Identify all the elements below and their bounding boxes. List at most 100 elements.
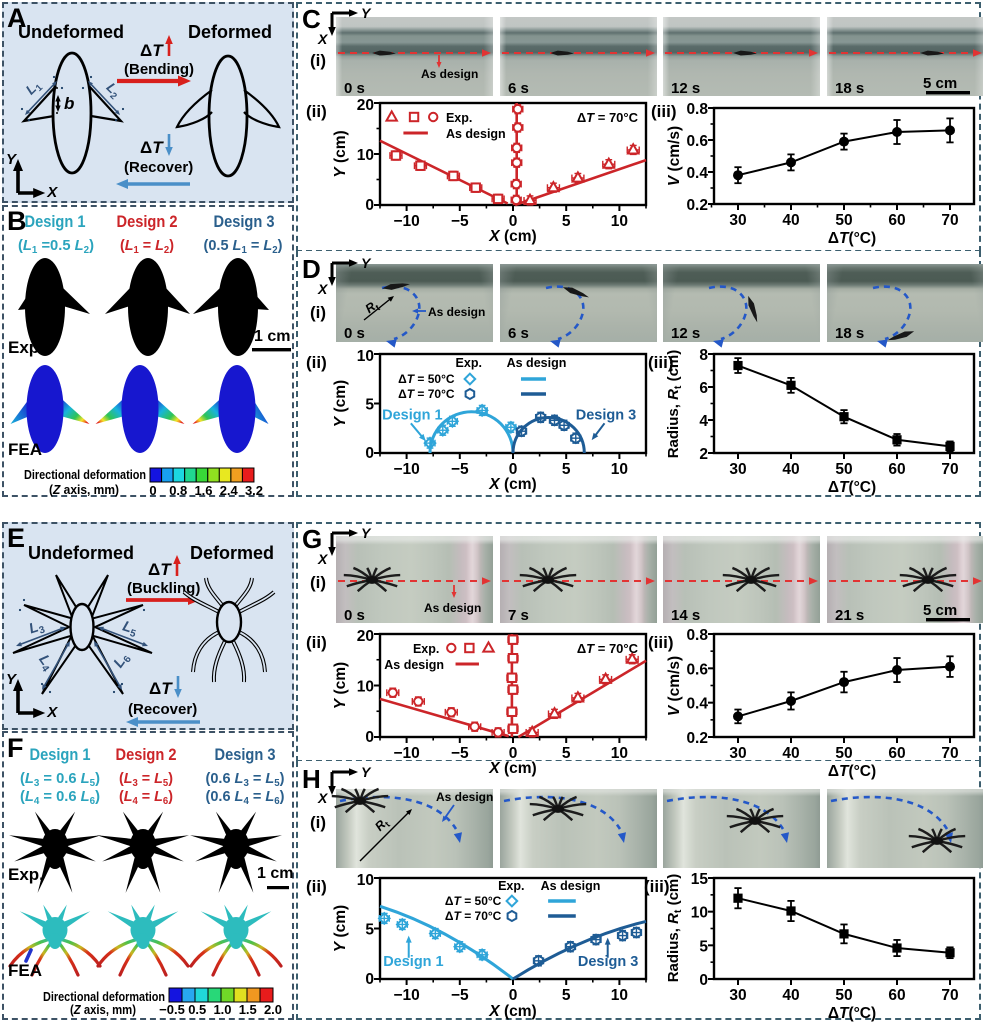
svg-text:0.8: 0.8 <box>169 483 187 498</box>
svg-text:Deformed: Deformed <box>188 22 272 42</box>
svg-text:ΔT = 70°C: ΔT = 70°C <box>398 387 455 401</box>
svg-text:L6: L6 <box>111 650 134 672</box>
svg-text:Design 3: Design 3 <box>214 213 275 231</box>
svg-text:Y (cm): Y (cm) <box>332 130 349 177</box>
svg-text:Exp.: Exp. <box>456 356 482 370</box>
svg-text:1.6: 1.6 <box>194 483 212 498</box>
svg-text:Design 3: Design 3 <box>578 954 638 970</box>
svg-text:0 s: 0 s <box>344 607 365 624</box>
svg-text:Y (cm): Y (cm) <box>332 905 349 952</box>
svg-text:Directional deformation: Directional deformation <box>24 468 146 482</box>
svg-text:Directional deformation: Directional deformation <box>43 990 165 1004</box>
svg-text:As design: As design <box>507 356 567 370</box>
svg-text:12 s: 12 s <box>671 80 700 97</box>
svg-text:10: 10 <box>611 745 628 762</box>
svg-text:60: 60 <box>888 745 905 762</box>
svg-text:15: 15 <box>691 871 709 888</box>
svg-text:0.4: 0.4 <box>686 165 708 182</box>
svg-text:(L1 =0.5 L2): (L1 =0.5 L2) <box>18 237 94 256</box>
svg-text:10: 10 <box>357 348 374 365</box>
svg-text:(iii): (iii) <box>644 877 670 896</box>
svg-text:5: 5 <box>699 938 708 955</box>
svg-text:As design: As design <box>436 790 493 804</box>
svg-text:18 s: 18 s <box>835 325 864 342</box>
svg-text:X: X <box>46 704 58 721</box>
svg-text:ΔT(°C): ΔT(°C) <box>828 763 876 780</box>
svg-text:Design 2: Design 2 <box>117 213 178 231</box>
svg-text:ΔT = 70°C: ΔT = 70°C <box>577 641 639 656</box>
svg-text:(0.6 L3 = L5): (0.6 L3 = L5) <box>206 770 285 789</box>
svg-text:ΔT = 50°C: ΔT = 50°C <box>445 894 502 908</box>
svg-text:30: 30 <box>729 745 746 762</box>
svg-text:−5: −5 <box>451 213 469 230</box>
svg-text:2: 2 <box>699 446 708 463</box>
svg-text:As design: As design <box>384 658 444 672</box>
svg-text:(Z axis, mm): (Z axis, mm) <box>49 483 119 497</box>
svg-text:FEA: FEA <box>8 961 42 980</box>
svg-text:0.2: 0.2 <box>686 730 708 747</box>
svg-text:(L4 = 0.6 L6): (L4 = 0.6 L6) <box>20 788 100 807</box>
svg-text:5 cm: 5 cm <box>923 602 957 619</box>
svg-text:C: C <box>302 4 321 34</box>
svg-text:Y (cm): Y (cm) <box>332 380 349 427</box>
svg-text:H: H <box>302 764 321 794</box>
svg-text:(Buckling): (Buckling) <box>127 580 200 597</box>
svg-text:ΔT = 70°C: ΔT = 70°C <box>577 110 639 125</box>
svg-text:40: 40 <box>782 987 799 1004</box>
svg-text:0: 0 <box>699 972 708 989</box>
svg-text:5 cm: 5 cm <box>923 75 957 92</box>
svg-text:0.8: 0.8 <box>686 627 708 644</box>
svg-text:X (cm): X (cm) <box>488 228 536 245</box>
svg-text:0.6: 0.6 <box>686 661 708 678</box>
svg-text:0: 0 <box>365 971 374 988</box>
svg-text:Deformed: Deformed <box>190 543 274 563</box>
svg-text:Y: Y <box>361 5 372 21</box>
svg-text:Design 1: Design 1 <box>383 954 443 970</box>
svg-text:0 s: 0 s <box>344 80 365 97</box>
svg-text:Exp.: Exp. <box>8 865 44 884</box>
svg-text:0.4: 0.4 <box>686 696 708 713</box>
svg-text:F: F <box>7 733 24 763</box>
svg-text:30: 30 <box>729 212 746 229</box>
svg-text:Y: Y <box>361 255 372 271</box>
svg-text:(ii): (ii) <box>306 353 327 372</box>
svg-text:ΔT(°C): ΔT(°C) <box>828 479 876 496</box>
svg-text:(iii): (iii) <box>648 633 674 652</box>
svg-text:Y: Y <box>361 525 372 541</box>
svg-text:Design 1: Design 1 <box>25 213 86 231</box>
svg-text:(Recover): (Recover) <box>124 159 193 176</box>
svg-text:As design: As design <box>446 127 506 141</box>
svg-text:0: 0 <box>365 445 374 462</box>
svg-text:5: 5 <box>562 745 571 762</box>
svg-text:Radius, Rt (cm): Radius, Rt (cm) <box>665 874 684 983</box>
svg-text:(i): (i) <box>310 573 326 592</box>
svg-text:Rt: Rt <box>363 298 382 318</box>
svg-text:V (cm/s): V (cm/s) <box>666 656 683 716</box>
svg-text:X (cm): X (cm) <box>488 476 536 493</box>
svg-text:1 cm: 1 cm <box>257 865 293 882</box>
svg-text:70: 70 <box>941 745 958 762</box>
svg-text:Exp.: Exp. <box>446 111 472 125</box>
svg-text:0: 0 <box>365 197 374 214</box>
svg-text:21 s: 21 s <box>835 607 864 624</box>
svg-text:70: 70 <box>941 461 958 478</box>
svg-text:−5: −5 <box>451 461 469 478</box>
svg-text:0.8: 0.8 <box>686 101 708 118</box>
svg-text:60: 60 <box>888 987 905 1004</box>
svg-text:6: 6 <box>699 380 708 397</box>
svg-text:Design 2: Design 2 <box>116 746 177 764</box>
svg-text:5: 5 <box>562 213 571 230</box>
svg-text:−10: −10 <box>393 461 419 478</box>
svg-text:X: X <box>317 31 329 47</box>
svg-text:0: 0 <box>509 987 518 1004</box>
svg-text:As design: As design <box>421 67 478 81</box>
svg-text:0: 0 <box>149 483 156 498</box>
svg-text:−10: −10 <box>393 987 419 1004</box>
svg-text:0: 0 <box>509 745 518 762</box>
svg-text:G: G <box>302 524 322 554</box>
svg-text:14 s: 14 s <box>671 607 700 624</box>
svg-text:E: E <box>7 523 25 553</box>
svg-text:1.0: 1.0 <box>213 1002 231 1017</box>
svg-text:Y: Y <box>6 151 18 168</box>
svg-text:(i): (i) <box>310 303 326 322</box>
